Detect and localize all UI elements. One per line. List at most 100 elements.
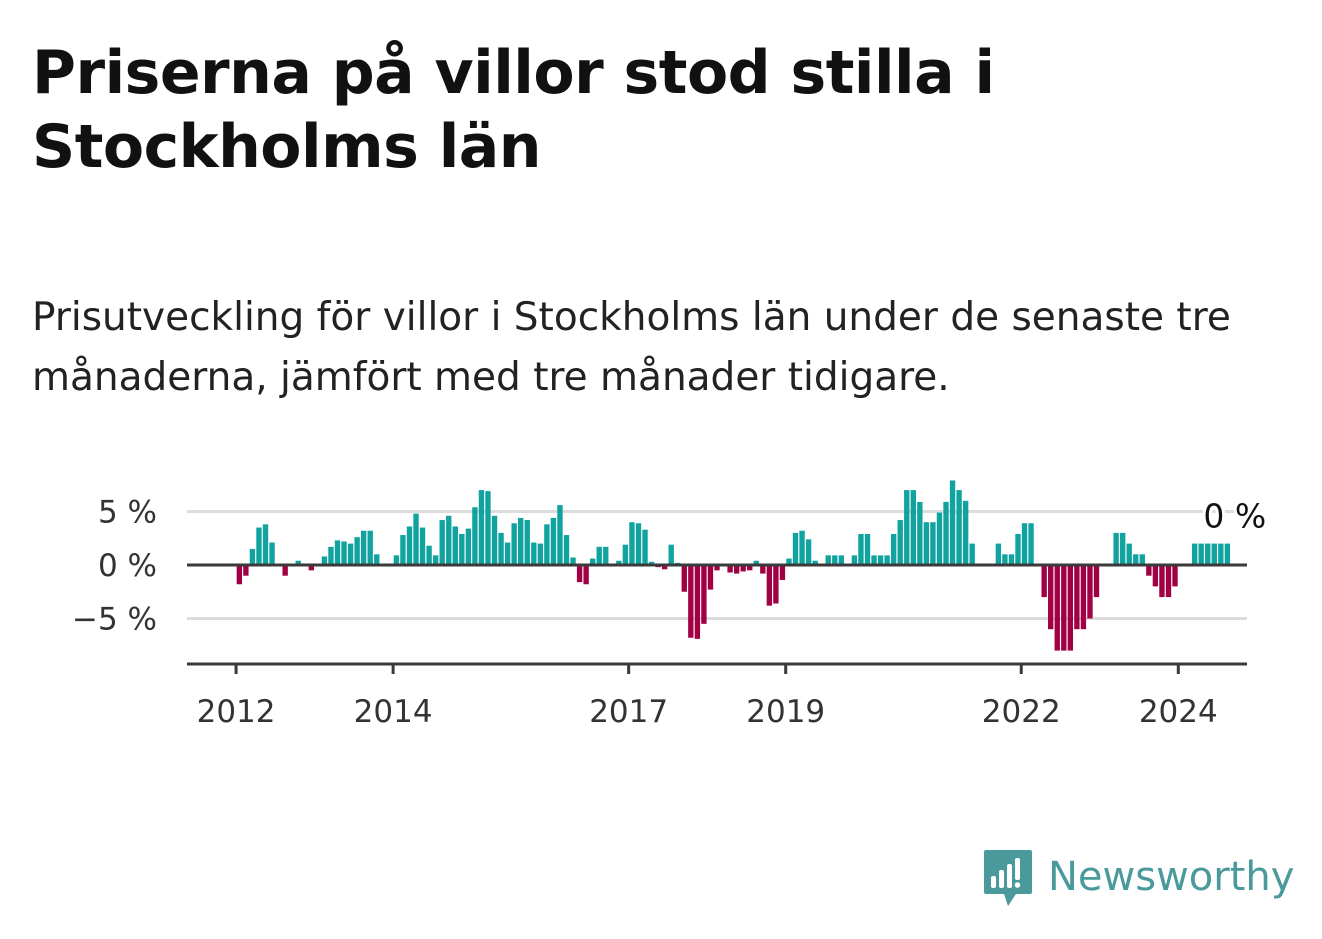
bar [393,555,400,565]
bar [943,501,949,565]
bar [262,524,269,565]
bar [622,544,629,565]
bar [439,520,445,565]
bar [1159,565,1165,598]
bar [256,527,262,565]
newsworthy-logo[interactable]: Newsworthy [982,848,1302,910]
y-tick-labels: 5 % 0 % −5 % [72,495,157,638]
bar [747,565,753,571]
bar [1087,565,1093,619]
bar [452,526,458,565]
x-tick-label: 2014 [354,694,433,730]
bar [1021,523,1028,565]
bar [1205,543,1211,565]
bar [583,565,589,585]
x-tick-label: 2019 [746,694,825,730]
bar [877,555,884,565]
bar [740,565,746,572]
chart-title: Priserna på villor stod stilla i Stockho… [32,38,995,182]
bar [890,533,897,565]
bar [1015,533,1021,565]
bar [1028,523,1034,565]
bar [1126,543,1132,565]
x-tick-label: 2017 [589,694,668,730]
bar [792,532,799,565]
bar [1048,565,1054,630]
bar [812,560,818,565]
bar [341,541,347,565]
bar [1054,565,1060,651]
bar [1120,532,1126,565]
chart-subtitle: Prisutveckling för villor i Stockholms l… [32,295,1231,400]
bar [962,500,969,565]
bar [243,565,249,576]
bar [1218,543,1224,565]
bar [1146,565,1152,576]
bar [360,530,367,565]
bar [347,543,354,565]
bar [668,544,674,565]
bar [603,546,609,565]
bar [969,543,975,565]
x-tick-labels: 2012 2014 2017 2019 2022 2024 [197,694,1218,730]
y-tick-label: 5 % [98,495,157,531]
bar [544,524,550,565]
bar [570,557,576,565]
bar [1008,554,1015,565]
y-tick-label: 0 % [98,548,157,584]
bar [1172,565,1178,587]
bar [236,565,243,585]
bar [910,490,916,565]
bar [354,537,360,565]
bar [799,530,805,565]
bar [557,505,563,565]
bar [1080,565,1087,630]
bar [413,513,419,565]
bar [472,507,478,565]
bar [419,527,426,565]
bar [400,535,406,565]
bar [1067,565,1074,651]
bar [956,490,962,565]
bar [485,491,491,565]
bar [524,520,530,565]
bar [537,543,544,565]
bar-chart: 5 % 0 % −5 % 2012 2014 2017 2019 2022 2024 0 % [72,480,1269,730]
bar [642,529,648,565]
bars [236,480,1231,651]
bar [1191,543,1198,565]
bar [590,558,596,565]
bar [426,545,432,565]
bar [858,533,864,565]
bar [563,535,570,565]
bar [897,520,903,565]
bar [478,490,485,565]
x-tick-label: 2024 [1139,694,1218,730]
bar [531,542,537,565]
bar [576,565,583,583]
bar [760,565,766,574]
bar [1165,565,1172,598]
bar [1093,565,1100,598]
bar [1152,565,1159,587]
bar [596,546,602,565]
bar [308,565,315,571]
bar [1211,543,1217,565]
bar [1113,532,1119,565]
bar [838,555,845,565]
bar [733,565,740,574]
bar [681,565,687,592]
bar [832,555,838,565]
bar [648,561,655,565]
bar [786,558,792,565]
bar [1198,543,1204,565]
bar [930,522,936,565]
bar [367,530,373,565]
bar [491,515,498,565]
bar [995,543,1002,565]
bar [269,542,275,565]
bar [282,565,288,576]
bar [635,523,642,565]
bar [1074,565,1080,630]
bar [518,517,524,565]
